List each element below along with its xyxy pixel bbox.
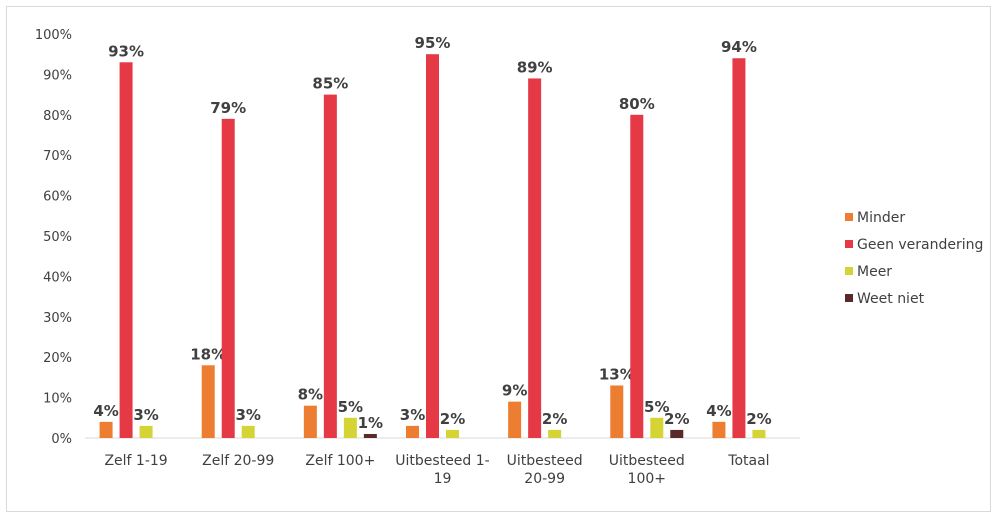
bar-geen-verandering bbox=[732, 58, 746, 439]
y-tick-label: 90% bbox=[43, 68, 72, 83]
data-label: 1% bbox=[358, 414, 383, 432]
data-label: 80% bbox=[619, 95, 655, 113]
y-tick-label: 60% bbox=[43, 190, 72, 205]
x-tick-label: Uitbesteed bbox=[507, 453, 583, 469]
y-tick-label: 20% bbox=[43, 351, 72, 366]
y-tick-label: 50% bbox=[43, 230, 72, 245]
bar-geen-verandering bbox=[323, 94, 337, 438]
y-tick-label: 100% bbox=[35, 28, 72, 43]
bar-minder bbox=[712, 421, 726, 438]
bar-weet-niet bbox=[670, 429, 684, 438]
data-label: 4% bbox=[706, 402, 731, 420]
data-label: 85% bbox=[312, 75, 348, 93]
x-tick-label: Zelf 20-99 bbox=[202, 453, 274, 469]
x-tick-label: Totaal bbox=[727, 453, 769, 469]
data-label: 3% bbox=[235, 406, 260, 424]
data-label: 94% bbox=[721, 38, 757, 56]
y-tick-label: 80% bbox=[43, 109, 72, 124]
bar-minder bbox=[610, 385, 624, 438]
data-label: 3% bbox=[133, 406, 158, 424]
legend-swatch bbox=[845, 267, 853, 275]
data-label: 2% bbox=[746, 410, 771, 428]
x-tick-label: Uitbesteed bbox=[609, 453, 685, 469]
data-label: 95% bbox=[415, 34, 451, 52]
legend-swatch bbox=[845, 240, 853, 248]
y-tick-label: 0% bbox=[51, 432, 72, 447]
bar-geen-verandering bbox=[426, 54, 439, 438]
data-label: 2% bbox=[440, 410, 465, 428]
data-label: 3% bbox=[400, 406, 425, 424]
bar-meer bbox=[650, 417, 664, 438]
legend-swatch bbox=[845, 294, 853, 302]
data-label: 8% bbox=[298, 386, 323, 404]
legend-label: Minder bbox=[857, 210, 905, 226]
legend-label: Meer bbox=[857, 264, 892, 280]
data-label: 2% bbox=[542, 410, 567, 428]
chart-frame bbox=[6, 6, 991, 512]
data-label: 89% bbox=[517, 58, 553, 76]
legend-label: Weet niet bbox=[857, 291, 925, 307]
x-tick-label: Zelf 1-19 bbox=[104, 453, 167, 469]
bar-minder bbox=[406, 425, 419, 438]
bar-meer bbox=[139, 425, 153, 438]
data-label: 9% bbox=[502, 382, 527, 400]
x-tick-label: Uitbesteed 1- bbox=[395, 453, 489, 469]
data-label: 4% bbox=[93, 402, 118, 420]
x-tick-label: Zelf 100+ bbox=[305, 453, 375, 469]
data-label: 5% bbox=[338, 398, 363, 416]
bar-minder bbox=[508, 401, 522, 438]
x-tick-label: 100+ bbox=[628, 471, 666, 487]
data-label: 79% bbox=[210, 99, 246, 117]
bar-geen-verandering bbox=[221, 118, 235, 438]
bar-minder bbox=[303, 405, 317, 438]
bar-geen-verandering bbox=[528, 78, 542, 438]
data-label: 13% bbox=[599, 365, 635, 383]
y-tick-label: 70% bbox=[43, 149, 72, 164]
data-label: 93% bbox=[108, 42, 144, 60]
bar-meer bbox=[548, 429, 562, 438]
bar-geen-verandering bbox=[119, 62, 133, 438]
bar-geen-verandering bbox=[630, 114, 644, 439]
x-tick-label: 19 bbox=[434, 471, 452, 487]
x-tick-label: 20-99 bbox=[524, 471, 565, 487]
bar-meer bbox=[343, 417, 357, 438]
bar-meer bbox=[752, 429, 766, 438]
data-label: 2% bbox=[664, 410, 689, 428]
bar-meer bbox=[446, 429, 459, 438]
legend-label: Geen verandering bbox=[857, 237, 983, 253]
y-tick-label: 10% bbox=[43, 392, 72, 407]
y-tick-label: 40% bbox=[43, 270, 72, 285]
data-label: 18% bbox=[190, 345, 226, 363]
bar-minder bbox=[201, 365, 215, 438]
legend-swatch bbox=[845, 213, 853, 221]
bar-weet-niet bbox=[363, 433, 377, 438]
y-tick-label: 30% bbox=[43, 311, 72, 326]
data-label: 5% bbox=[644, 398, 669, 416]
bar-meer bbox=[241, 425, 255, 438]
bar-minder bbox=[99, 421, 113, 438]
